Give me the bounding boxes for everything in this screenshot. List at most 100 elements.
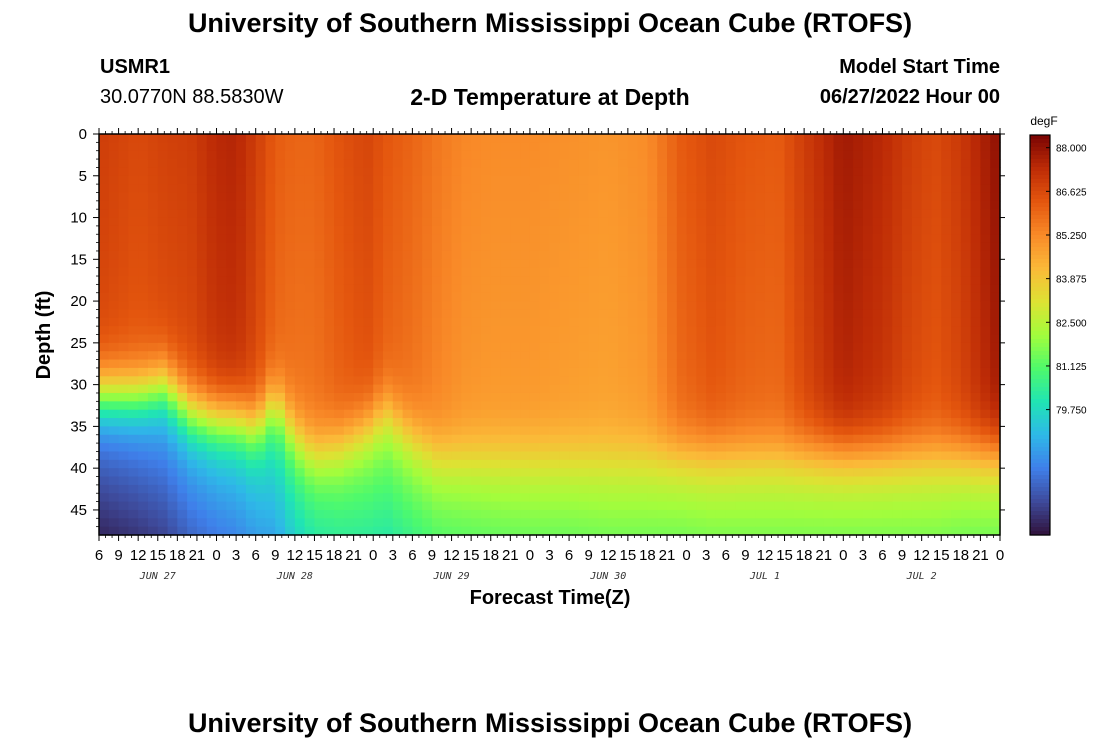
heatmap-cell <box>706 451 717 461</box>
heatmap-cell <box>334 426 345 436</box>
heatmap-cell <box>755 184 766 194</box>
heatmap-cell <box>686 526 697 536</box>
heatmap-cell <box>755 501 766 511</box>
heatmap-cell <box>843 134 854 143</box>
heatmap-cell <box>206 267 218 277</box>
heatmap-cell <box>471 242 482 252</box>
colorbar-cell <box>1030 327 1050 332</box>
heatmap-cell <box>970 384 982 394</box>
heatmap-cell <box>951 225 962 235</box>
heatmap-cell <box>226 459 237 469</box>
heatmap-cell <box>774 342 786 352</box>
heatmap-cell <box>559 259 570 269</box>
heatmap-cell <box>862 301 874 311</box>
heatmap-cell <box>99 150 110 160</box>
heatmap-cell <box>608 192 619 202</box>
heatmap-cell <box>363 451 374 461</box>
heatmap-cell <box>206 225 218 235</box>
heatmap-cell <box>637 476 649 486</box>
heatmap-cell <box>167 459 178 469</box>
heatmap-cell <box>578 200 590 210</box>
heatmap-cell <box>147 242 159 252</box>
heatmap-cell <box>970 518 982 528</box>
heatmap-cell <box>960 225 972 235</box>
heatmap-cell <box>676 518 688 528</box>
heatmap-cell <box>706 317 717 327</box>
x-tick-label: 21 <box>189 547 206 564</box>
heatmap-cell <box>921 518 933 528</box>
colorbar-cell <box>1030 283 1050 288</box>
heatmap-cell <box>431 351 443 361</box>
heatmap-cell <box>618 426 629 436</box>
heatmap-cell <box>402 476 413 486</box>
heatmap-cell <box>676 142 688 152</box>
x-tick-label: 6 <box>408 547 416 564</box>
heatmap-cell <box>637 242 649 252</box>
heatmap-cell <box>853 418 864 427</box>
heatmap-cell <box>471 292 482 302</box>
heatmap-cell <box>804 200 815 210</box>
heatmap-cell <box>862 367 874 377</box>
heatmap-cell <box>735 376 746 386</box>
heatmap-cell <box>745 443 756 453</box>
heatmap-cell <box>980 175 991 185</box>
heatmap-cell <box>921 184 933 194</box>
heatmap-cell <box>657 301 668 311</box>
heatmap-cell <box>343 284 355 294</box>
heatmap-cell <box>608 250 619 260</box>
heatmap-cell <box>412 217 423 227</box>
heatmap-cell <box>911 426 923 436</box>
heatmap-cell <box>265 392 276 402</box>
heatmap-cell <box>275 509 286 519</box>
x-tick-label: 15 <box>463 547 480 564</box>
heatmap-cell <box>245 200 257 210</box>
heatmap-cell <box>735 509 746 519</box>
heatmap-cell <box>275 493 286 503</box>
heatmap-cell <box>686 317 697 327</box>
heatmap-cell <box>715 443 727 453</box>
heatmap-cell <box>451 518 462 528</box>
heatmap-cell <box>588 142 600 152</box>
heatmap-cell <box>363 484 374 494</box>
heatmap-cell <box>833 409 844 419</box>
heatmap-cell <box>294 476 306 486</box>
heatmap-cell <box>245 367 257 377</box>
heatmap-cell <box>921 418 933 427</box>
x-tick-label: 21 <box>815 547 832 564</box>
heatmap-cell <box>471 334 482 344</box>
heatmap-cell <box>392 359 404 369</box>
heatmap-cell <box>285 526 296 536</box>
heatmap-cell <box>353 509 365 519</box>
heatmap-cell <box>255 234 267 244</box>
heatmap-cell <box>334 250 345 260</box>
heatmap-cell <box>637 317 649 327</box>
heatmap-cell <box>128 301 139 311</box>
heatmap-cell <box>960 342 972 352</box>
heatmap-cell <box>911 175 923 185</box>
heatmap-cell <box>921 526 933 536</box>
heatmap-cell <box>764 175 776 185</box>
heatmap-cell <box>461 276 472 285</box>
heatmap-cell <box>823 192 835 202</box>
heatmap-cell <box>206 326 218 336</box>
heatmap-cell <box>471 317 482 327</box>
heatmap-cell <box>911 526 923 536</box>
heatmap-cell <box>539 175 551 185</box>
heatmap-cell <box>980 342 991 352</box>
heatmap-cell <box>970 326 982 336</box>
heatmap-cell <box>686 342 697 352</box>
heatmap-cell <box>833 276 844 285</box>
heatmap-cell <box>578 234 590 244</box>
heatmap-cell <box>627 518 639 528</box>
heatmap-cell <box>970 292 982 302</box>
heatmap-cell <box>99 367 110 377</box>
heatmap-cell <box>383 184 394 194</box>
heatmap-cell <box>657 334 668 344</box>
heatmap-cell <box>843 284 854 294</box>
heatmap-cell <box>451 484 462 494</box>
heatmap-cell <box>794 493 805 503</box>
heatmap-cell <box>549 434 560 444</box>
heatmap-cell <box>255 501 267 511</box>
heatmap-cell <box>755 259 766 269</box>
colorbar-cell <box>1030 243 1050 248</box>
